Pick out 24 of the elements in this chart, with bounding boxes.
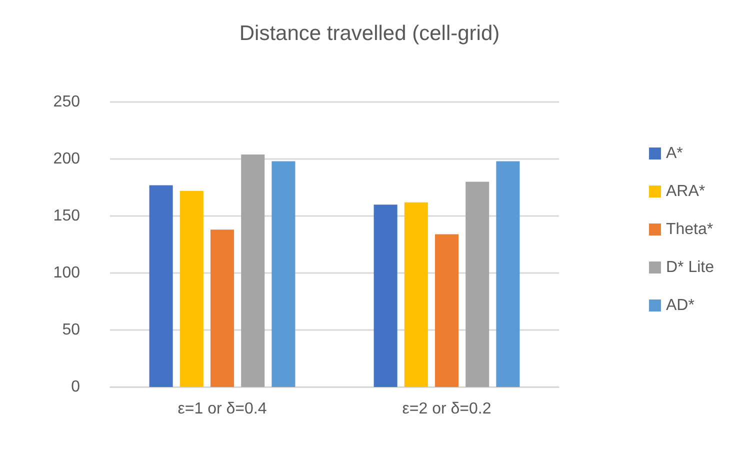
y-tick-label: 50 <box>62 322 80 338</box>
bar <box>496 161 520 387</box>
bar <box>180 190 204 387</box>
legend-label: ARA* <box>666 183 706 200</box>
legend-label: AD* <box>666 297 694 314</box>
legend-label: A* <box>666 145 683 162</box>
y-tick-label: 250 <box>53 94 80 110</box>
bar <box>466 182 490 387</box>
bar <box>404 202 428 387</box>
bar <box>241 154 265 387</box>
x-tick-label: ε=2 or δ=0.2 <box>402 400 492 418</box>
chart-title: Distance travelled (cell-grid) <box>239 22 500 45</box>
y-tick-label: 0 <box>71 378 80 396</box>
bar <box>434 234 459 387</box>
bar <box>374 204 398 387</box>
y-tick-label: 100 <box>53 264 80 282</box>
y-tick-label: 200 <box>53 150 80 168</box>
x-tick-label: ε=1 or δ=0.4 <box>178 400 267 418</box>
bar <box>272 161 296 387</box>
y-tick-label: 150 <box>53 208 80 224</box>
legend-label: Theta* <box>666 221 714 238</box>
bar <box>149 185 173 387</box>
legend-label: D* Lite <box>666 259 714 276</box>
bar <box>210 230 234 387</box>
